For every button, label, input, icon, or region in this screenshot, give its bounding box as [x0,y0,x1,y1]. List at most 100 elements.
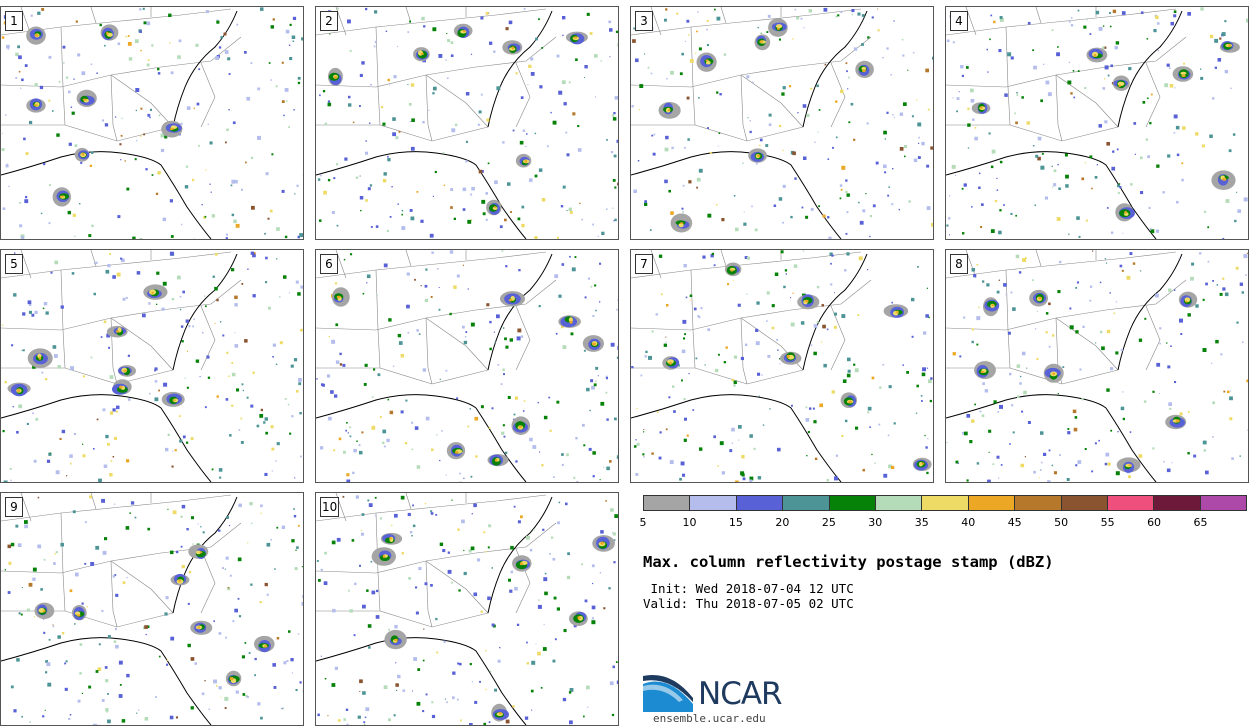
ensemble-member-panel-6: 6 [315,249,619,483]
echo-cell [671,146,674,150]
echo-cell [145,168,148,171]
echo-cell [289,432,292,435]
echo-cell [216,20,220,24]
echo-cell [1032,145,1035,147]
echo-cell [422,659,425,662]
echo-cell [796,16,800,20]
echo-cell [541,464,544,467]
member-label: 7 [635,254,653,274]
echo-cell [1073,96,1076,99]
echo-cell [37,11,41,15]
echo-cell [696,30,698,33]
echo-cell [615,30,618,33]
echo-cell [962,432,965,435]
echo-cell [1101,346,1105,351]
echo-cell [400,410,404,414]
state-boundary [316,610,489,628]
echo-cell [952,352,956,356]
echo-cell [34,83,38,87]
echo-cell [442,549,446,553]
echo-cell [34,616,36,618]
echo-cell [461,519,465,524]
echo-cell [974,127,977,129]
echo-cell [725,346,728,349]
echo-cell [1217,58,1222,62]
echo-cell [816,84,819,88]
echo-cell [1239,455,1241,457]
echo-cell [149,108,152,111]
echo-cell [459,662,462,666]
echo-cell [1224,69,1229,74]
echo-cell [81,692,83,694]
echo-cell [1132,262,1136,265]
echo-cell [1021,96,1024,99]
echo-cell [742,477,746,481]
echo-cell [1241,291,1244,294]
echo-cell [2,324,4,326]
echo-cell [212,275,215,278]
echo-cell [644,200,647,203]
echo-cell [532,445,537,449]
echo-cell [362,691,366,695]
echo-cell [23,137,26,141]
echo-cell [181,504,186,509]
echo-cell [1109,12,1111,14]
echo-cell [516,336,521,341]
echo-cell [346,473,350,477]
echo-cell [979,410,982,413]
echo-cell [1005,293,1008,296]
echo-cell [882,363,885,366]
echo-cell [104,123,109,127]
echo-cell [994,199,998,203]
echo-cell [35,417,39,421]
echo-cell [538,168,543,172]
echo-cell [949,195,951,197]
echo-cell [1077,70,1080,72]
echo-cell [424,284,428,288]
echo-cell [276,637,280,640]
echo-cell [1045,331,1048,334]
storm-cluster [569,320,573,324]
echo-cell [418,566,422,571]
echo-cell [389,216,392,218]
echo-cell [489,670,492,673]
echo-cell [56,133,60,137]
state-boundary [316,494,547,522]
echo-cell [1117,191,1120,194]
echo-cell [921,141,925,146]
echo-cell [1007,52,1012,57]
echo-cell [290,364,294,368]
echo-cell [442,152,445,154]
echo-cell [151,44,154,47]
storm-cluster [980,106,983,109]
echo-cell [835,15,838,18]
echo-cell [431,714,436,719]
echo-cell [562,34,564,37]
echo-cell [198,68,201,71]
state-boundary [830,62,846,128]
echo-cell [668,396,671,399]
echo-cell [1044,196,1048,200]
echo-cell [1140,156,1143,160]
state-boundary [1005,26,1011,126]
echo-cell [203,216,206,219]
echo-cell [1102,25,1105,27]
echo-cell [531,709,533,711]
echo-cell [503,435,506,438]
echo-cell [717,465,719,467]
echo-cell [1026,121,1030,125]
echo-cell [1075,287,1078,289]
echo-cell [499,647,501,649]
echo-cell [713,435,716,439]
echo-cell [1115,471,1120,476]
echo-cell [405,399,408,402]
echo-cell [672,385,675,388]
echo-cell [970,88,974,93]
echo-cell [869,426,871,428]
echo-cell [501,250,504,252]
echo-cell [300,455,302,458]
echo-cell [300,328,303,332]
echo-cell [648,355,652,360]
echo-cell [391,186,393,188]
echo-cell [359,679,363,684]
